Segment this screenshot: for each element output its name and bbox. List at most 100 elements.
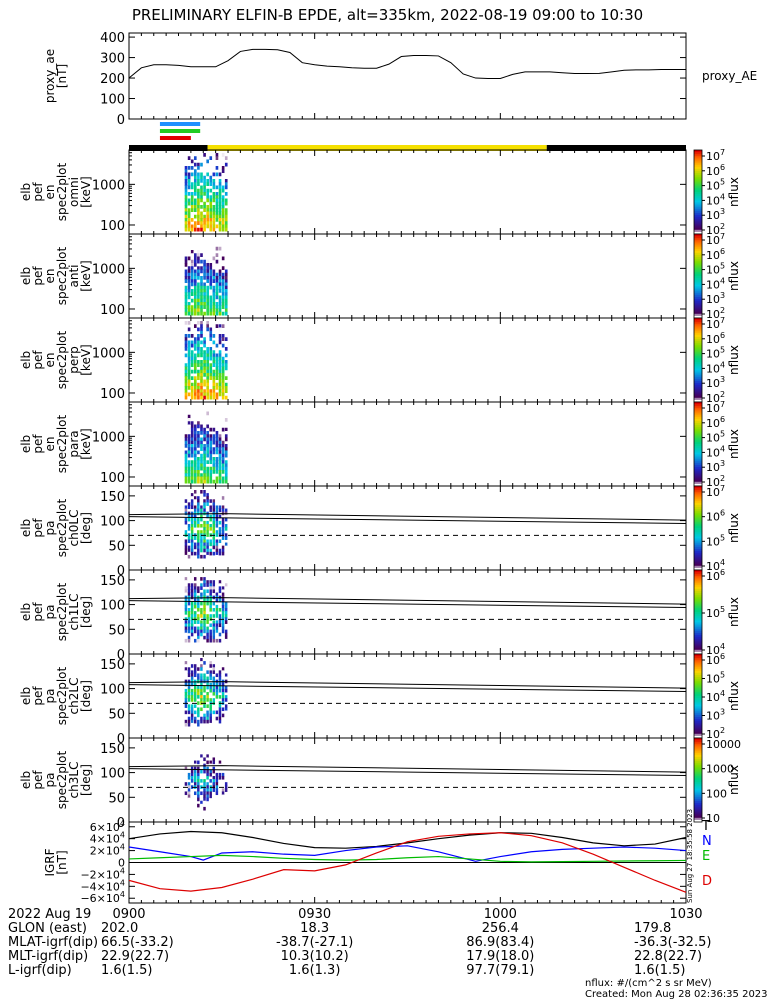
footer-value: 256.4 (481, 921, 519, 936)
spectrogram-cell (206, 589, 209, 594)
spectrogram-cell (203, 337, 206, 341)
spectrogram-cell (215, 514, 219, 519)
spectrogram-cell (206, 195, 209, 199)
spectrogram-cell (209, 188, 213, 193)
spectrogram-cell (224, 360, 228, 364)
spectrogram-cell (206, 745, 209, 749)
spectrogram-cell (221, 237, 225, 241)
spectrogram-cell (224, 638, 228, 643)
colorbar-swatch (694, 446, 702, 449)
spectrogram-cell (206, 272, 209, 277)
spectrogram-cell (187, 350, 191, 354)
colorbar-swatch (694, 656, 702, 659)
spectrogram-cell (200, 800, 203, 805)
spectrogram-cell (197, 479, 200, 484)
spectrogram-cell (212, 794, 216, 799)
spectrogram-cell (184, 246, 188, 251)
y-tick-label: 100 (100, 303, 125, 318)
spectrogram-cell (221, 263, 225, 267)
spectrogram-cell (200, 440, 203, 445)
spectrogram-cell (221, 289, 225, 293)
spectrogram-cell (187, 629, 191, 634)
colorbar-swatch (694, 294, 702, 298)
y-axis-label-ch1LC: pef (31, 602, 45, 622)
spectrogram-cell (203, 548, 206, 553)
spectrogram-cell (206, 554, 209, 559)
spectrogram-cell (184, 797, 188, 802)
spectrogram-cell (206, 772, 209, 777)
footer-value: 1.6(1.3) (288, 963, 341, 978)
spectrogram-cell (209, 769, 212, 774)
colorbar-swatch (694, 158, 702, 162)
spectrogram-cell (206, 395, 209, 400)
spectrogram-cell (203, 583, 206, 587)
spectrogram-cell (224, 707, 228, 712)
spectrogram-cell (206, 479, 209, 484)
spectrogram-cell (215, 201, 219, 206)
spectrogram-cell (209, 366, 213, 371)
spectrogram-cell (187, 760, 191, 765)
spectrogram-cell (212, 493, 216, 497)
spectrogram-cell (206, 782, 209, 786)
spectrogram-cell (212, 574, 216, 578)
spectrogram-cell (190, 539, 194, 544)
spectrogram-cell (206, 363, 209, 367)
spectrogram-cell (190, 363, 194, 367)
spectrogram-cell (190, 496, 194, 500)
spectrogram-cell (187, 551, 191, 556)
colorbar-swatch (694, 301, 702, 304)
spectrogram-cell (190, 589, 194, 594)
spectrogram-cell (218, 311, 222, 316)
spectrogram-cell (209, 302, 213, 306)
colorbar-swatch (694, 341, 702, 344)
spectrogram-cell (200, 282, 203, 287)
spectrogram-cell (187, 285, 191, 290)
spectrogram-cell (200, 688, 203, 693)
spectrogram-cell (197, 676, 200, 681)
spectrogram-cell (224, 754, 228, 758)
spectrogram-cell (187, 356, 191, 361)
colorbar-swatch (694, 404, 702, 407)
spectrogram-cell (224, 285, 228, 290)
spectrogram-cell (184, 221, 188, 225)
y-axis-label-ch2LC: ch2LC (67, 678, 81, 715)
spectrogram-cell (193, 626, 197, 631)
spectrogram-cell (184, 334, 188, 338)
spectrogram-cell (184, 670, 188, 674)
loss-cone-line (128, 600, 687, 609)
spectrogram-cell (215, 205, 219, 209)
spectrogram-cell (203, 292, 206, 296)
spectrogram-cell (224, 524, 228, 528)
spectrogram-cell (200, 175, 203, 180)
colorbar-tick-label: 105 (706, 178, 725, 193)
spectrogram-cell (218, 386, 222, 390)
spectrogram-cell (184, 192, 188, 196)
spectrogram-cell (224, 434, 228, 438)
spectrogram-cell (203, 185, 206, 190)
spectrogram-cell (193, 667, 197, 671)
spectrogram-cell (224, 211, 228, 216)
spectrogram-cell (209, 794, 212, 799)
spectrogram-cell (203, 719, 206, 724)
spectrogram-cell (221, 366, 225, 371)
colorbar-swatch (694, 366, 702, 369)
spectrogram-cell (224, 246, 228, 251)
colorbar-swatch (694, 612, 702, 615)
spectrogram-cell (184, 437, 188, 442)
spectrogram-cell (193, 427, 197, 432)
spectrogram-cell (215, 382, 219, 387)
colorbar-swatch (694, 238, 702, 241)
spectrogram-cell (197, 292, 200, 296)
spectrogram-cell (193, 614, 197, 618)
spectrogram-cell (221, 577, 225, 581)
colorbar-swatch (694, 628, 702, 632)
spectrogram-cell (224, 447, 228, 451)
spectrogram-cell (190, 192, 194, 196)
spectrogram-cell (184, 466, 188, 471)
spectrogram-cell (215, 508, 219, 513)
spectrogram-cell (200, 279, 203, 283)
spectrogram-cell (206, 791, 209, 796)
spectrogram-cell (187, 751, 191, 755)
spectrogram-cell (224, 308, 228, 313)
spectrogram-cell (184, 710, 188, 715)
